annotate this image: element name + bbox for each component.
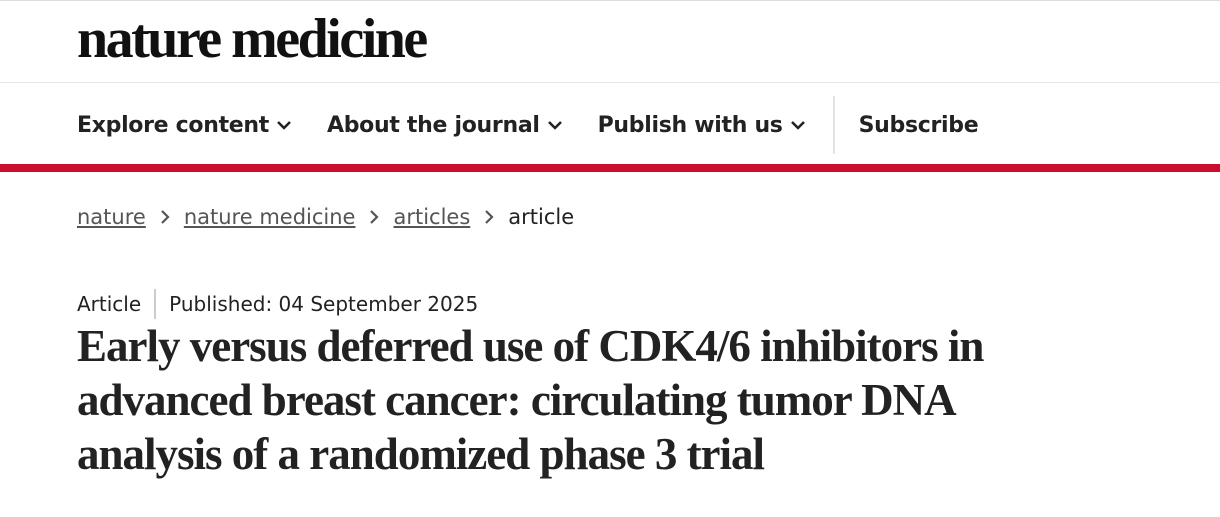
chevron-right xyxy=(485,210,494,224)
chevron-down xyxy=(547,121,562,130)
breadcrumb-link[interactable]: articles xyxy=(393,205,471,229)
main-nav: Explore content About the journal Publis… xyxy=(77,96,1014,154)
article-meta: Article Published: 04 September 2025 xyxy=(77,289,478,319)
subscribe[interactable]: Subscribe xyxy=(858,112,979,138)
nav-label[interactable]: Publish with us xyxy=(597,112,783,138)
breadcrumb-current: article xyxy=(508,205,575,229)
nav-item[interactable]: Publish with us xyxy=(598,113,805,138)
header-divider xyxy=(0,82,1220,83)
nav-item[interactable]: Explore content xyxy=(77,113,291,138)
chevron-right xyxy=(161,210,170,224)
accent-bar xyxy=(0,164,1220,172)
meta-separator xyxy=(154,289,157,319)
logo[interactable]: nature medicine xyxy=(77,8,428,70)
nav-label[interactable]: About the journal xyxy=(327,112,540,138)
nav-separator xyxy=(832,96,835,154)
chevron-right xyxy=(370,210,380,224)
breadcrumb-link[interactable]: nature medicine xyxy=(183,205,356,229)
chevron-down xyxy=(790,121,805,130)
nav-label[interactable]: Explore content xyxy=(77,112,269,138)
breadcrumb-link[interactable]: nature xyxy=(77,205,146,229)
nav-item[interactable]: About the journal xyxy=(327,113,562,138)
article-type: Article xyxy=(77,292,142,316)
chevron-down xyxy=(277,121,291,130)
published-date: Published: 04 September 2025 xyxy=(169,292,479,316)
article-title: Early versus deferred use of CDK4/6 inhi… xyxy=(77,321,984,479)
breadcrumbs: nature nature medicine articles article xyxy=(77,205,574,229)
